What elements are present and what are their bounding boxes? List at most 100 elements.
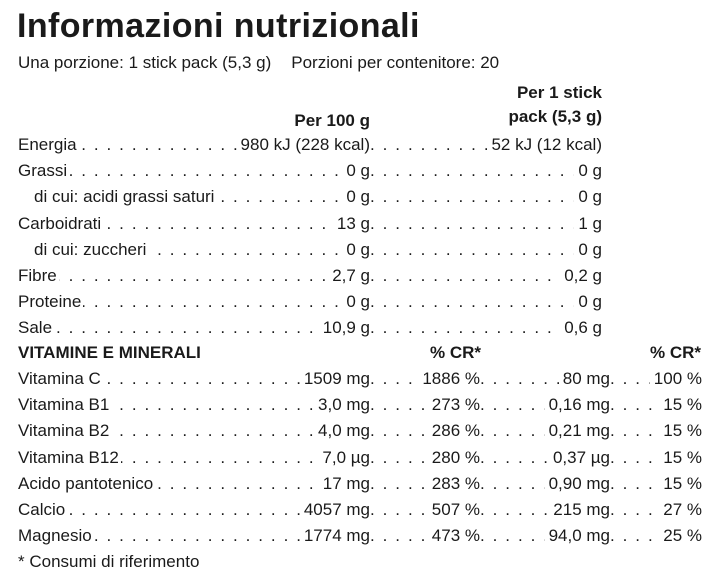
vitamin-per-stick: 215 mg: [549, 497, 610, 523]
dot-leader: . . . . . . . . . . . . . . . . . . . . …: [370, 187, 602, 207]
vitamin-cr-stick: 25 %: [659, 523, 702, 550]
nutrient-label: Carboidrati: [18, 213, 104, 233]
vitamin-per-stick: 0,90 mg: [544, 470, 610, 497]
header-per-stick-line1: Per 1 stick: [516, 83, 602, 102]
nutrient-per-100g: 0 g: [342, 158, 370, 185]
nutrient-label: Proteine: [18, 292, 84, 312]
header-per-stick-line2: pack (5,3 g): [508, 107, 602, 126]
vitamin-cr-100g: 280 %: [427, 444, 480, 471]
vitamin-per-100g: 4,0 mg: [314, 418, 370, 445]
vitamin-cr-stick: 100 %: [649, 366, 702, 392]
dot-leader: . . . . . . . . . . . . . . . . . . . . …: [18, 318, 370, 338]
vitamin-cr-100g: 1886 %: [418, 366, 480, 392]
dot-leader: . . . . . . . . . . . . . . . . . . . . …: [18, 213, 370, 233]
nutrient-per-stick: 0,2 g: [560, 263, 602, 289]
dot-leader: . . . . . . . . . . . . . . . . . . . . …: [370, 239, 602, 259]
vitamin-label: Vitamina B1: [18, 395, 112, 415]
nutrient-per-100g: 10,9 g: [318, 315, 370, 342]
serving-info: Una porzione: 1 stick pack (5,3 g) Porzio…: [18, 53, 499, 73]
nutrient-row: . . . . . . . . . . . . . . . . . . . . …: [18, 263, 702, 289]
nutrient-label: Grassi: [18, 161, 70, 181]
vitamin-cr-100g: 286 %: [427, 418, 480, 445]
nutrient-row: . . . . . . . . . . . . . . . . . . . . …: [18, 210, 702, 237]
vitamin-cr-100g: 273 %: [427, 392, 480, 419]
dot-leader: . . . . . . . . . . . . . . . . . . . . …: [370, 161, 602, 181]
vitamin-label: Vitamina B12: [18, 447, 121, 467]
page-title: Informazioni nutrizionali: [17, 7, 420, 45]
nutrient-label: Sale: [18, 318, 55, 338]
vitamin-per-100g: 7,0 µg: [318, 444, 370, 471]
dot-leader: . . . . . . . . . . . . . . . . . . . . …: [370, 318, 602, 338]
nutrient-label: Fibre: [18, 266, 59, 285]
vitamin-per-stick: 0,21 mg: [544, 418, 610, 445]
nutrient-per-stick: 0,6 g: [560, 315, 602, 342]
dot-leader: . . . . . . . . . . . . . . . . . . . . …: [18, 161, 370, 181]
nutrient-row: . . . . . . . . . . . . . . . . . . . . …: [18, 158, 702, 185]
vitamin-per-100g: 3,0 mg: [314, 392, 370, 419]
vitamin-label: Vitamina B2: [18, 421, 112, 441]
nutrient-per-100g: 0 g: [342, 236, 370, 263]
dot-leader: . . . . . . . . . . . . . . . . . . . . …: [18, 292, 370, 312]
vitamin-per-100g: 4057 mg: [299, 497, 370, 523]
servings-per-container: Porzioni per contenitore: 20: [291, 53, 500, 72]
cr-header-per-stick: % CR*: [650, 343, 702, 362]
dot-leader: . . . . . . . . . . . . . . . . . . . . …: [18, 526, 370, 546]
dot-leader: . . . . . . . . . . . . . . . . . . . . …: [370, 292, 602, 312]
dot-leader: . . . . . . . . . . . . . . . . . . . . …: [18, 266, 370, 285]
nutrient-per-100g: 0 g: [342, 289, 370, 316]
vitamin-label: Calcio: [18, 500, 68, 519]
vitamin-row: . . . . . . . . . . . . . . . . . . . . …: [18, 418, 702, 445]
nutrient-row: . . . . . . . . . . . . . . . . . . . . …: [18, 289, 702, 316]
nutrient-per-stick: 52 kJ (12 kcal): [487, 132, 602, 158]
nutrient-row: . . . . . . . . . . . . . . . . . . . . …: [18, 236, 702, 263]
vitamin-per-stick: 0,16 mg: [544, 392, 610, 419]
footnote: * Consumi di riferimento: [18, 552, 200, 571]
vitamin-cr-stick: 15 %: [659, 470, 702, 497]
vitamin-row: . . . . . . . . . . . . . . . . . . . . …: [18, 470, 702, 497]
header-per-100g: Per 100 g: [294, 111, 370, 130]
vitamin-per-100g: 1774 mg: [299, 523, 370, 550]
nutrient-per-stick: 0 g: [574, 236, 602, 263]
vitamin-cr-stick: 27 %: [659, 497, 702, 523]
vitamin-label: Vitamina C: [18, 369, 103, 388]
vitamin-per-stick: 0,37 µg: [548, 444, 610, 471]
vitamin-label: Magnesio: [18, 526, 94, 546]
nutrient-row: . . . . . . . . . . . . . . . . . . . . …: [18, 132, 702, 158]
vitamin-cr-100g: 473 %: [427, 523, 480, 550]
dot-leader: . . . . . . . . . . . . . . . . . . . . …: [370, 213, 602, 233]
vitamin-row: . . . . . . . . . . . . . . . . . . . . …: [18, 392, 702, 419]
nutrient-per-stick: 0 g: [574, 289, 602, 316]
vitamin-per-stick: 94,0 mg: [544, 523, 610, 550]
vitamin-label: Acido pantotenico: [18, 473, 156, 493]
nutrient-row: . . . . . . . . . . . . . . . . . . . . …: [18, 184, 702, 211]
cr-header-per-100g: % CR*: [430, 343, 482, 362]
nutrient-per-100g: 13 g: [332, 210, 370, 237]
vitamin-per-100g: 17 mg: [318, 470, 370, 497]
vitamin-per-stick: 80 mg: [558, 366, 610, 392]
vitamin-cr-100g: 507 %: [427, 497, 480, 523]
nutrient-row: . . . . . . . . . . . . . . . . . . . . …: [18, 315, 702, 342]
dot-leader: . . . . . . . . . . . . . . . . . . . . …: [370, 266, 602, 285]
vitamin-cr-stick: 15 %: [659, 418, 702, 445]
nutrient-per-stick: 0 g: [574, 184, 602, 211]
nutrient-per-stick: 0 g: [574, 158, 602, 185]
vitamin-per-100g: 1509 mg: [299, 366, 370, 392]
nutrient-label: di cui: zuccheri: [18, 239, 149, 259]
nutrient-label: di cui: acidi grassi saturi: [18, 187, 217, 207]
nutrient-label: Energia: [18, 135, 79, 154]
nutrient-per-100g: 0 g: [342, 184, 370, 211]
dot-leader: . . . . . . . . . . . . . . . . . . . . …: [18, 500, 370, 519]
nutrient-per-stick: 1 g: [574, 210, 602, 237]
nutrient-per-100g: 980 kJ (228 kcal): [236, 132, 370, 158]
vitamins-section-title: VITAMINE E MINERALI: [18, 343, 201, 362]
vitamin-row: . . . . . . . . . . . . . . . . . . . . …: [18, 444, 702, 471]
vitamin-row: . . . . . . . . . . . . . . . . . . . . …: [18, 366, 702, 392]
nutrient-per-100g: 2,7 g: [328, 263, 370, 289]
vitamin-row: . . . . . . . . . . . . . . . . . . . . …: [18, 497, 702, 523]
dot-leader: . . . . . . . . . . . . . . . . . . . . …: [18, 369, 370, 388]
vitamin-cr-stick: 15 %: [659, 444, 702, 471]
vitamin-row: . . . . . . . . . . . . . . . . . . . . …: [18, 523, 702, 550]
vitamin-cr-stick: 15 %: [659, 392, 702, 419]
serving-size: Una porzione: 1 stick pack (5,3 g): [18, 53, 272, 72]
vitamin-cr-100g: 283 %: [427, 470, 480, 497]
